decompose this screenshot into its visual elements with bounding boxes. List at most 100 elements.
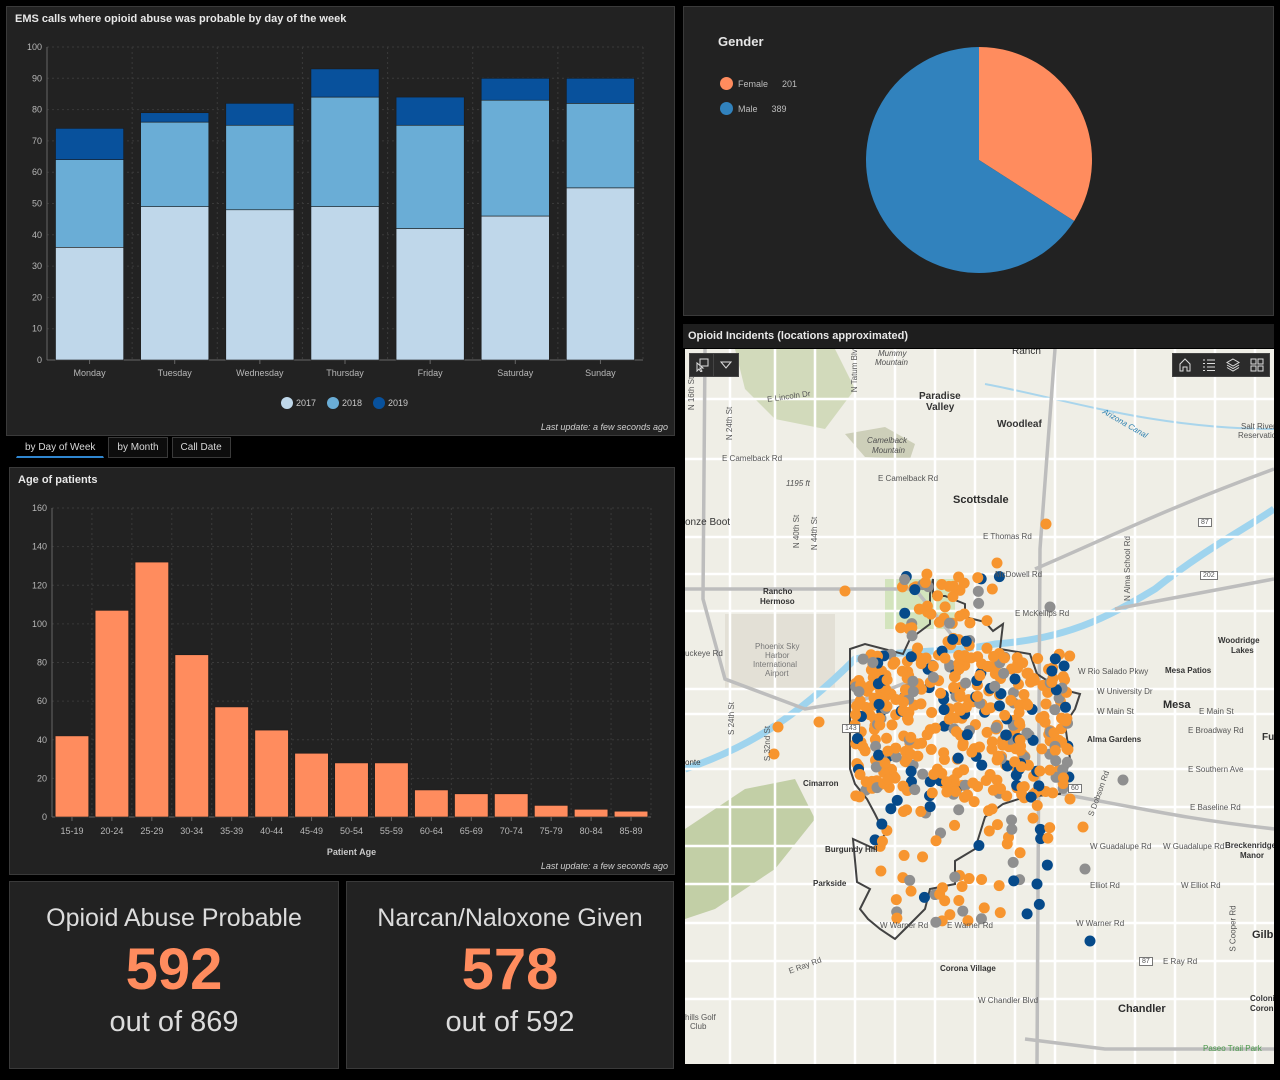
pie-slice-female: [979, 47, 1092, 221]
y-tick-label: 60: [37, 696, 47, 706]
x-tick-label: 20-24: [100, 826, 123, 836]
x-tick-label: Thursday: [326, 368, 364, 378]
legend-list-icon: [1203, 359, 1215, 371]
incident-point: [850, 709, 862, 721]
tab-by-month[interactable]: by Month: [108, 437, 168, 458]
incident-point: [947, 633, 959, 645]
incident-point: [926, 787, 938, 799]
incident-point: [963, 873, 975, 885]
legend-item-male[interactable]: Male 389: [720, 102, 787, 115]
incident-point: [1060, 715, 1072, 727]
map-label: Manor: [1240, 851, 1264, 860]
legend-button[interactable]: [1197, 354, 1221, 376]
x-tick-label: Friday: [418, 368, 444, 378]
map-label: E Broadway Rd: [1188, 726, 1244, 735]
incident-point: [974, 669, 986, 681]
incident-point: [930, 916, 942, 928]
incident-point: [983, 825, 995, 837]
incident-points: [768, 518, 1129, 947]
dropdown-icon: [720, 361, 732, 369]
map-label: N 44th St: [810, 516, 820, 551]
salt-river: [685, 506, 1274, 773]
select-dropdown-button[interactable]: [714, 354, 738, 376]
incident-point: [1057, 671, 1069, 683]
incident-point: [952, 752, 964, 764]
incident-point: [1041, 859, 1053, 871]
map-label: Parkside: [813, 879, 847, 888]
incident-point: [939, 652, 951, 664]
map-widget-toolbar: [1172, 353, 1270, 377]
incident-point: [1042, 832, 1054, 844]
incident-point: [997, 739, 1009, 751]
map-label: 1195 ft: [786, 479, 810, 488]
incident-point: [901, 804, 913, 816]
incident-point: [1064, 793, 1076, 805]
tab-call-date[interactable]: Call Date: [171, 437, 231, 458]
map-label: E Southern Ave: [1188, 765, 1244, 774]
incident-point: [876, 835, 888, 847]
map-label: W University Dr: [1097, 687, 1153, 696]
map-label: onte: [685, 758, 701, 767]
map-view[interactable]: Mummy Mountain Ranch Paradise Valley E L…: [685, 349, 1274, 1064]
layers-button[interactable]: [1221, 354, 1245, 376]
map-label: Club: [690, 1022, 707, 1031]
incident-point: [1022, 667, 1034, 679]
incident-point: [972, 585, 984, 597]
y-tick-label: 90: [32, 73, 42, 83]
incident-point: [905, 731, 917, 743]
incident-point: [939, 601, 951, 613]
incident-point: [927, 660, 939, 672]
y-tick-label: 80: [32, 105, 42, 115]
select-tool-button[interactable]: [690, 354, 714, 376]
incident-point: [907, 686, 919, 698]
map-label: W Guadalupe Rd: [1163, 842, 1225, 851]
incident-point: [891, 794, 903, 806]
basemap-gallery-button[interactable]: [1245, 354, 1269, 376]
incident-point: [957, 738, 969, 750]
dow-chart: 0 10 20 30 40 50 60 70 80 90 100 Monday Tuesday Wedne…: [27, 42, 644, 409]
incident-point: [882, 745, 894, 757]
map-label: W Elliot Rd: [1181, 881, 1221, 890]
bar: [174, 654, 209, 818]
incident-point: [985, 702, 997, 714]
incident-point: [986, 583, 998, 595]
map-label: Mummy: [878, 349, 907, 358]
bar-segment-2019: [395, 96, 465, 126]
incident-point: [897, 696, 909, 708]
map-label: W Guadalupe Rd: [1090, 842, 1152, 851]
map-label: W Warner Rd: [1076, 919, 1125, 928]
terrain-camelback: [845, 427, 915, 459]
incident-point: [867, 657, 879, 669]
incident-point: [1046, 676, 1058, 688]
legend-label: 2017: [296, 398, 316, 408]
incident-point: [966, 746, 978, 758]
y-tick-label: 10: [32, 324, 42, 334]
incident-point: [915, 698, 927, 710]
incident-point: [1044, 764, 1056, 776]
incident-point: [943, 713, 955, 725]
legend-item-female[interactable]: Female 201: [720, 77, 797, 90]
incident-point: [960, 635, 972, 647]
bar-segment-2017: [480, 215, 550, 361]
map-label: uckeye Rd: [685, 649, 723, 658]
incident-point: [917, 768, 929, 780]
bar-segment-2019: [140, 112, 210, 123]
incident-point: [902, 709, 914, 721]
y-tick-label: 60: [32, 167, 42, 177]
map-label: Mesa Patios: [1165, 666, 1212, 675]
tab-by-day-of-week[interactable]: by Day of Week: [16, 437, 105, 458]
select-icon: [696, 358, 708, 372]
y-tick-label: 0: [42, 812, 47, 822]
bar: [94, 610, 129, 818]
map-label: N 24th St: [725, 406, 735, 441]
incident-point: [876, 818, 888, 830]
incident-point: [1000, 729, 1012, 741]
x-tick-label: Sunday: [585, 368, 616, 378]
map-label: Scottsdale: [953, 494, 1009, 506]
bar-segment-2019: [566, 78, 635, 104]
incident-point: [1040, 698, 1052, 710]
map-label: Full: [1262, 732, 1274, 743]
incident-point: [1007, 856, 1019, 868]
legend-label: Male: [738, 103, 758, 114]
home-button[interactable]: [1173, 354, 1197, 376]
